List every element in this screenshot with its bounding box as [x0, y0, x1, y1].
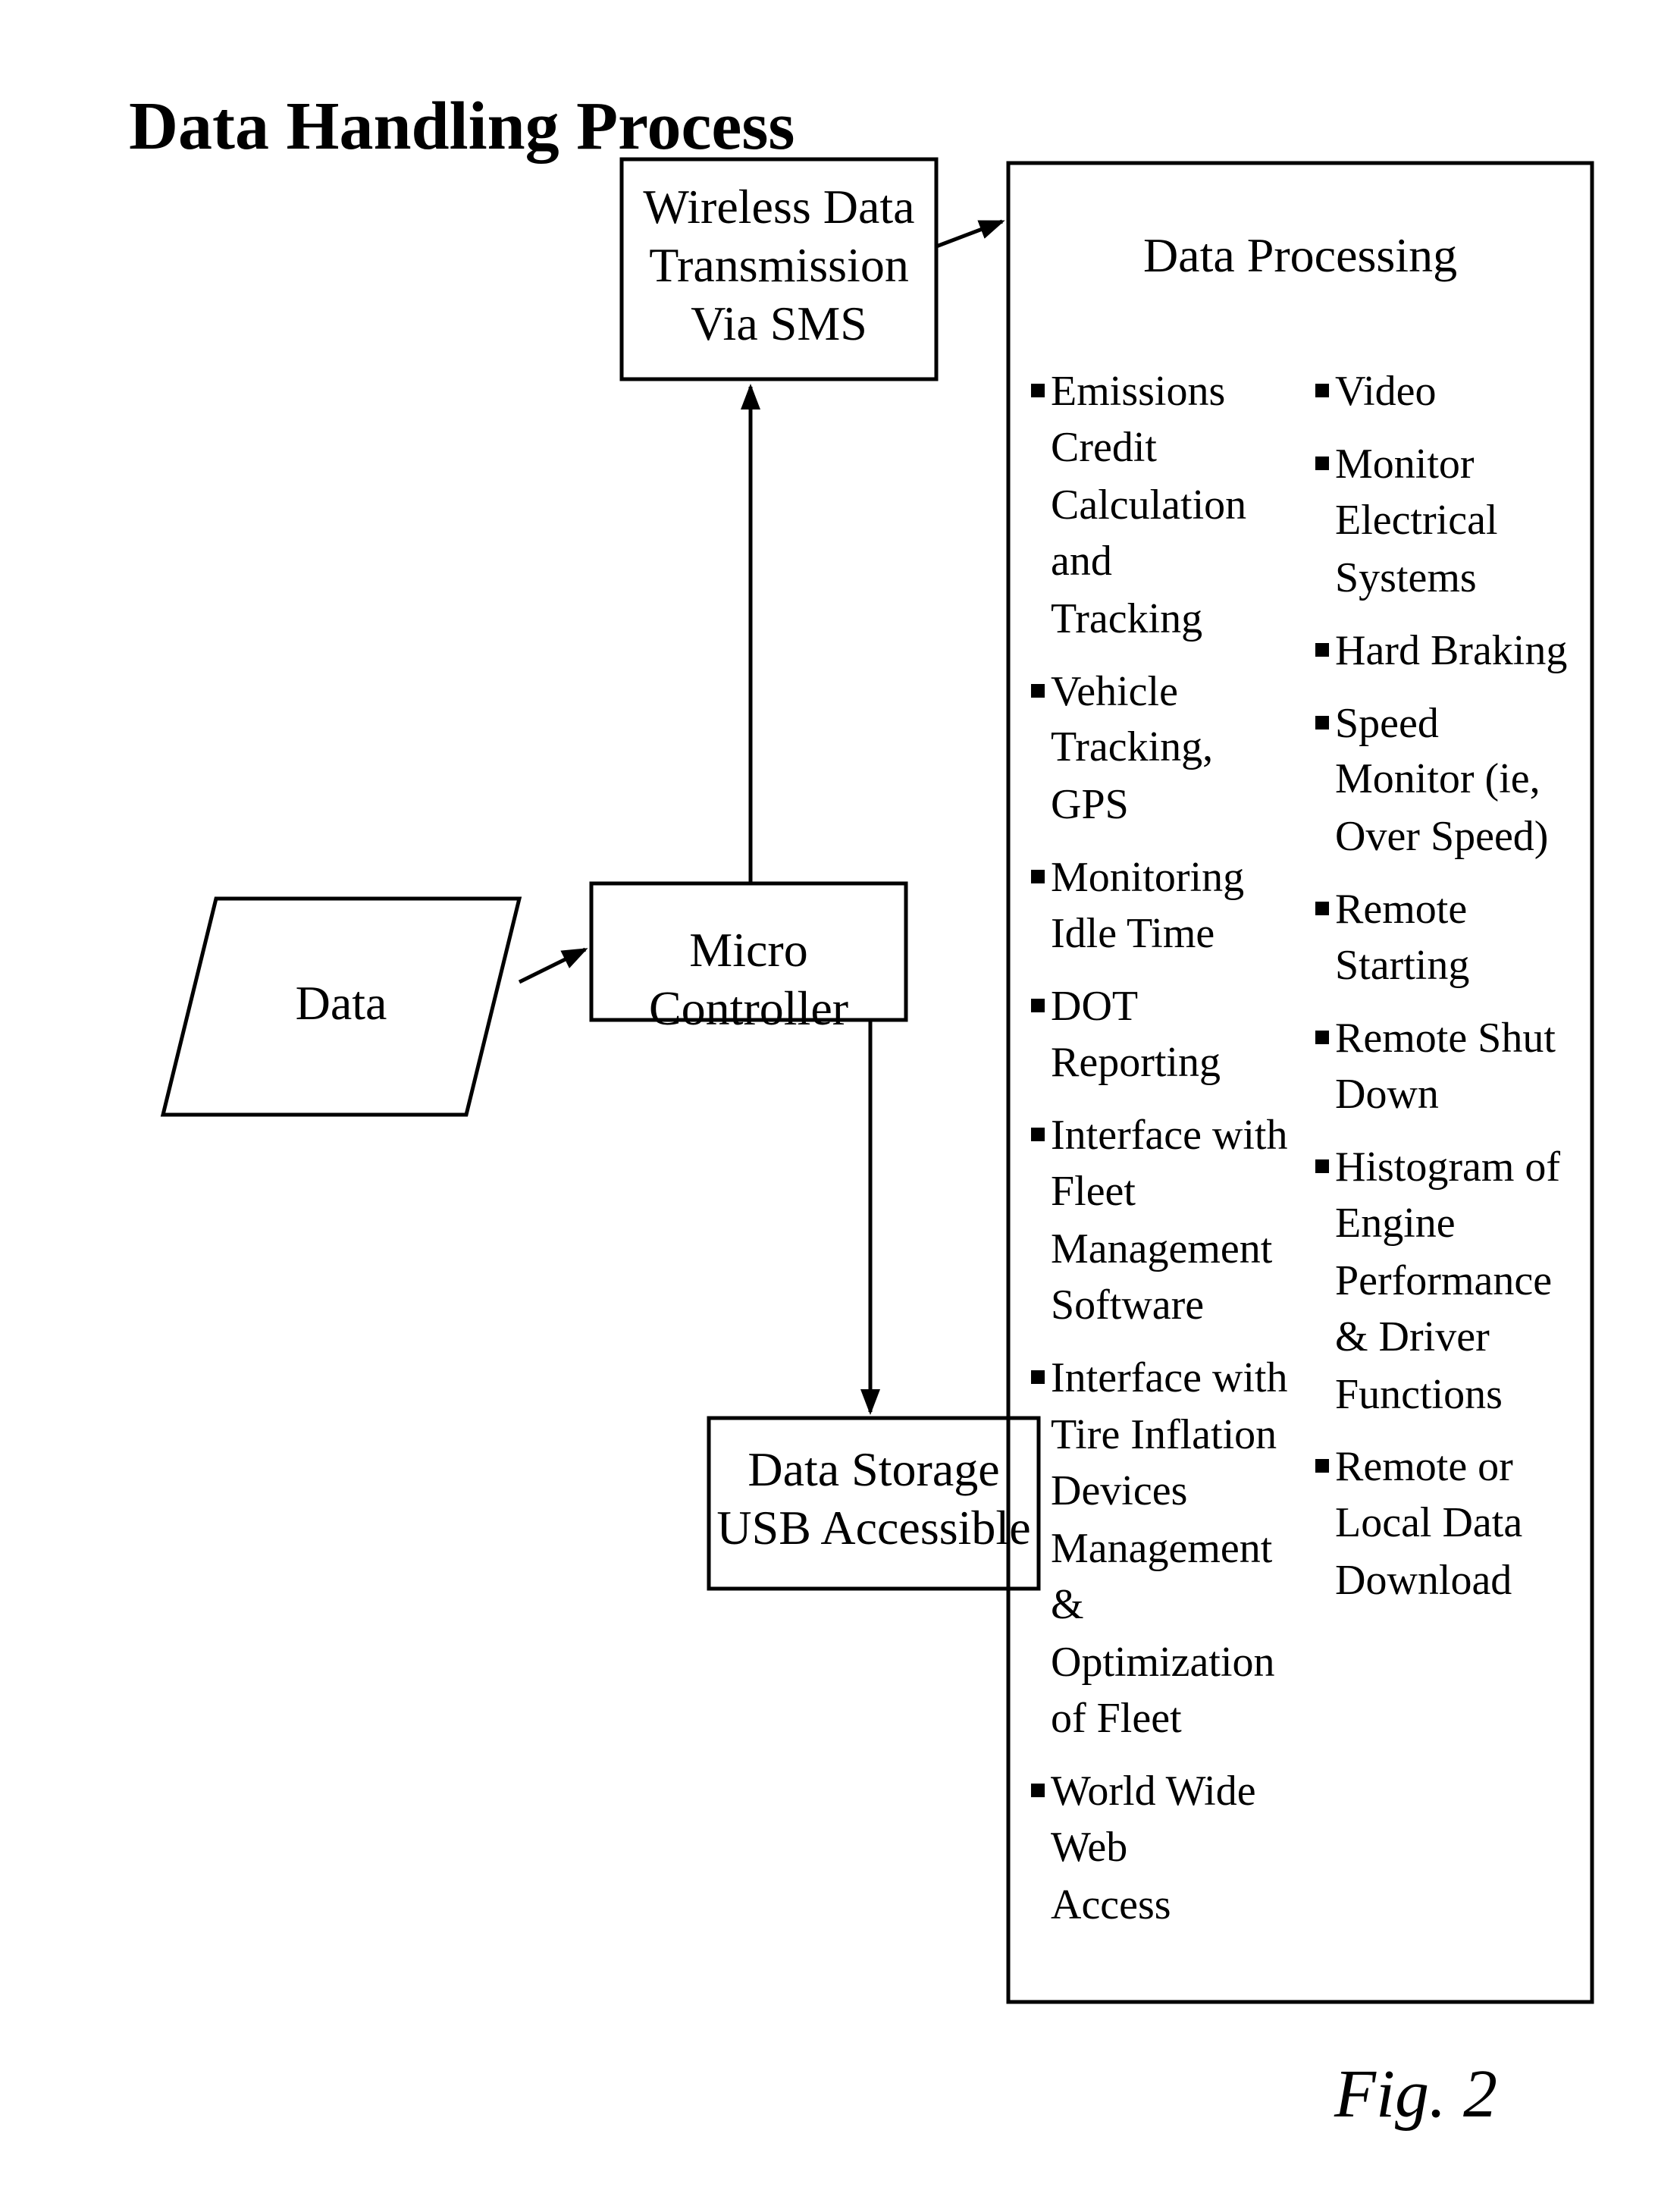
dp-left-col-item: Vehicle Tracking,: [1031, 664, 1293, 777]
dp-left-col-item: Management &: [1031, 1521, 1293, 1633]
dp-right-col-text: Monitor Electrical: [1335, 437, 1577, 549]
wireless-label: Wireless Data Transmission Via SMS: [629, 178, 929, 353]
dp-left-col-item: Calculation and: [1031, 478, 1293, 590]
dp-right-col-text: Histogram of Engine: [1335, 1140, 1577, 1252]
bullet-icon: [1315, 902, 1329, 915]
dp-right-col-item: Hard Braking: [1315, 623, 1577, 679]
figure-label: Fig. 2: [1334, 2055, 1497, 2133]
dp-left-col-item: Tracking: [1031, 591, 1293, 648]
dp-right-col-text: Functions: [1335, 1367, 1503, 1423]
dp-right-col: Video Monitor ElectricalSystems Hard Braki…: [1315, 364, 1577, 1950]
dp-left-col-text: GPS: [1051, 777, 1129, 833]
dp-left-col-text: Emissions Credit: [1051, 364, 1293, 476]
dp-left-col-text: Interface with: [1051, 1351, 1287, 1407]
dp-right-col-text: Performance & Driver: [1335, 1253, 1577, 1366]
dp-right-col-item: Systems: [1315, 551, 1577, 607]
dp-left-col-text: DOT Reporting: [1051, 979, 1293, 1091]
dp-left-col-text: Tire Inflation Devices: [1051, 1407, 1293, 1520]
diagram-title: Data Handling Process: [129, 87, 795, 166]
bullet-icon: [1315, 716, 1329, 729]
dp-left-col-text: Optimization of Fleet: [1051, 1635, 1293, 1747]
dp-left-col-text: Tracking: [1051, 591, 1202, 648]
dp-right-col-item: Performance & Driver: [1315, 1253, 1577, 1366]
bullet-icon: [1315, 643, 1329, 657]
bullet-icon: [1031, 1370, 1045, 1384]
dp-right-col-item: Download: [1315, 1553, 1577, 1609]
dp-right-col-text: Remote or Local Data: [1335, 1439, 1577, 1552]
dp-left-col-text: Management &: [1051, 1521, 1293, 1633]
dp-left-col-text: Management Software: [1051, 1222, 1293, 1334]
dp-right-col-item: Over Speed): [1315, 809, 1577, 865]
dp-left-col-item: Emissions Credit: [1031, 364, 1293, 476]
dp-left-col-text: Interface with Fleet: [1051, 1108, 1293, 1220]
dp-right-col-text: Remote Starting: [1335, 882, 1577, 994]
micro-controller-label: Micro Controller: [599, 921, 898, 1038]
dp-right-col-text: Hard Braking: [1335, 623, 1567, 679]
dp-left-col-item: World Wide Web: [1031, 1764, 1293, 1876]
dp-left-col-text: Vehicle Tracking,: [1051, 664, 1293, 777]
dp-right-col-item: Histogram of Engine: [1315, 1140, 1577, 1252]
dp-right-col-text: Download: [1335, 1553, 1512, 1609]
bullet-icon: [1031, 999, 1045, 1012]
dp-left-col-item: GPS: [1031, 777, 1293, 833]
dp-left-col-item: Tire Inflation Devices: [1031, 1407, 1293, 1520]
dp-left-col-item: DOT Reporting: [1031, 979, 1293, 1091]
bullet-icon: [1315, 1459, 1329, 1473]
bullet-icon: [1315, 384, 1329, 397]
dp-left-col-item: Monitoring Idle Time: [1031, 850, 1293, 962]
data-label: Data: [235, 974, 447, 1033]
dp-left-col-text: Access: [1051, 1878, 1171, 1934]
dp-left-col-text: Monitoring Idle Time: [1051, 850, 1293, 962]
dp-right-col-text: Remote Shut Down: [1335, 1011, 1577, 1123]
dp-left-col-item: Optimization of Fleet: [1031, 1635, 1293, 1747]
dp-right-col-item: Remote Shut Down: [1315, 1011, 1577, 1123]
dp-right-col-item: Remote or Local Data: [1315, 1439, 1577, 1552]
dp-right-col-item: Monitor Electrical: [1315, 437, 1577, 549]
dp-left-col: Emissions CreditCalculation andTracking V…: [1031, 364, 1293, 1950]
bullet-icon: [1031, 870, 1045, 883]
bullet-icon: [1031, 384, 1045, 397]
dp-right-col-item: Functions: [1315, 1367, 1577, 1423]
bullet-icon: [1315, 1031, 1329, 1044]
storage-label: Data Storage USB Accessible: [716, 1441, 1031, 1558]
bullet-icon: [1031, 684, 1045, 698]
bullet-icon: [1315, 1159, 1329, 1173]
dp-right-col-text: Speed Monitor (ie,: [1335, 696, 1577, 808]
bullet-icon: [1031, 1128, 1045, 1141]
dp-right-col-text: Systems: [1335, 551, 1477, 607]
dp-right-col-item: Video: [1315, 364, 1577, 420]
dp-left-col-item: Access: [1031, 1878, 1293, 1934]
dp-left-col-item: Management Software: [1031, 1222, 1293, 1334]
dp-left-col-text: Calculation and: [1051, 478, 1293, 590]
bullet-icon: [1315, 457, 1329, 470]
dp-right-col-text: Over Speed): [1335, 809, 1548, 865]
bullet-icon: [1031, 1784, 1045, 1797]
dp-left-col-text: World Wide Web: [1051, 1764, 1293, 1876]
dp-right-col-item: Remote Starting: [1315, 882, 1577, 994]
dp-right-col-text: Video: [1335, 364, 1437, 420]
dp-right-col-item: Speed Monitor (ie,: [1315, 696, 1577, 808]
data-processing-list: Emissions CreditCalculation andTracking V…: [1031, 364, 1577, 1950]
data-processing-title: Data Processing: [1130, 227, 1471, 284]
dp-left-col-item: Interface with: [1031, 1351, 1293, 1407]
dp-left-col-item: Interface with Fleet: [1031, 1108, 1293, 1220]
